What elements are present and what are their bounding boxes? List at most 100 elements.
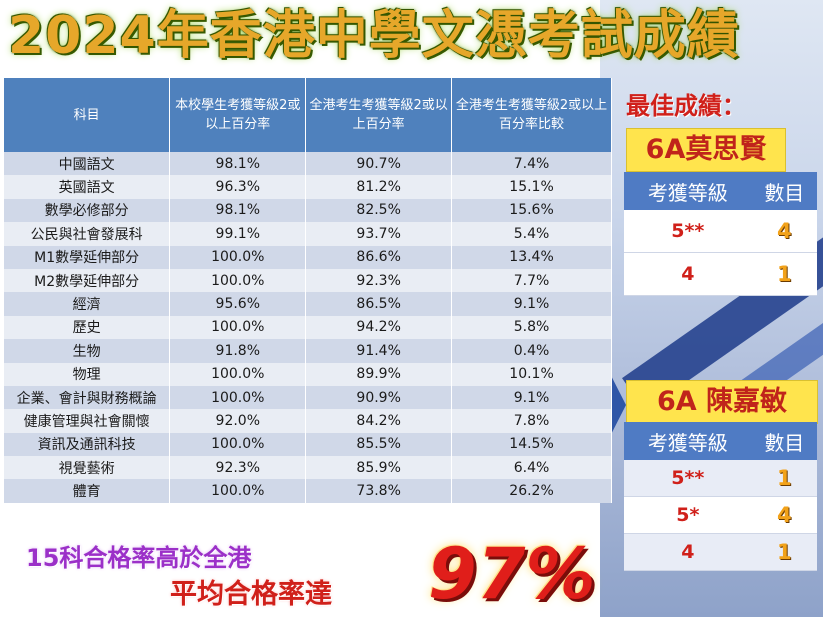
cell-subject: 企業、會計與財務概論 <box>4 385 171 410</box>
cell-subject: 公民與社會發展科 <box>4 222 171 246</box>
table-row: 生物 91.8% 91.4% 0.4% <box>4 339 612 363</box>
count-value: 1 <box>751 460 817 497</box>
cell-school-rate: 100.0% <box>169 385 307 410</box>
cell-school-rate: 100.0% <box>169 315 307 340</box>
count-header: 數目 <box>751 172 817 210</box>
cell-school-rate: 100.0% <box>169 245 307 269</box>
count-value: 4 <box>751 496 817 534</box>
cell-difference: 15.1% <box>451 175 612 199</box>
cell-difference: 7.4% <box>451 152 612 176</box>
cell-difference: 14.5% <box>451 432 612 457</box>
cell-hk-rate: 86.6% <box>305 245 453 269</box>
grade-value: 4 <box>624 252 752 296</box>
score-row: 5** 4 <box>624 210 817 253</box>
cell-school-rate: 91.8% <box>169 339 307 363</box>
grade-value: 5* <box>624 496 752 534</box>
student2-score-table: 考獲等級 數目 5** 1 5* 4 4 1 <box>624 422 817 571</box>
cell-school-rate: 98.1% <box>169 198 307 223</box>
cell-difference: 10.1% <box>451 362 612 386</box>
cell-school-rate: 95.6% <box>169 292 307 316</box>
table-row: 英國語文 96.3% 81.2% 15.1% <box>4 175 612 199</box>
cell-difference: 6.4% <box>451 456 612 480</box>
grade-value: 5** <box>624 210 752 253</box>
table-row: 視覺藝術 92.3% 85.9% 6.4% <box>4 456 612 480</box>
cell-difference: 9.1% <box>451 385 612 410</box>
cell-difference: 7.8% <box>451 409 612 433</box>
cell-school-rate: 100.0% <box>169 479 307 503</box>
results-body: 中國語文 98.1% 90.7% 7.4% 英國語文 96.3% 81.2% 15.1% 數學必… <box>4 152 612 503</box>
table-row: 中國語文 98.1% 90.7% 7.4% <box>4 152 612 176</box>
table-row: M1數學延伸部分 100.0% 86.6% 13.4% <box>4 245 612 269</box>
student-name-badge: 6A莫思賢 <box>626 128 786 172</box>
cell-difference: 5.4% <box>451 222 612 246</box>
count-header: 數目 <box>751 422 817 460</box>
cell-hk-rate: 86.5% <box>305 292 453 316</box>
cell-difference: 26.2% <box>451 479 612 503</box>
cell-hk-rate: 85.9% <box>305 456 453 480</box>
cell-hk-rate: 81.2% <box>305 175 453 199</box>
cell-difference: 9.1% <box>451 292 612 316</box>
table-row: 物理 100.0% 89.9% 10.1% <box>4 362 612 386</box>
pass-rate-percent: 97% <box>428 533 596 615</box>
score-row: 4 1 <box>624 252 817 296</box>
cell-difference: 13.4% <box>451 245 612 269</box>
cell-hk-rate: 91.4% <box>305 339 453 363</box>
table-row: 歷史 100.0% 94.2% 5.8% <box>4 315 612 340</box>
col-header-difference: 全港考生考獲等級2或以上百分率比較 <box>451 78 612 152</box>
table-row: 資訊及通訊科技 100.0% 85.5% 14.5% <box>4 432 612 457</box>
cell-difference: 7.7% <box>451 268 612 293</box>
cell-subject: 英國語文 <box>4 175 171 199</box>
cell-school-rate: 100.0% <box>169 432 307 457</box>
count-value: 1 <box>751 533 817 571</box>
cell-hk-rate: 90.7% <box>305 152 453 176</box>
cell-subject: 中國語文 <box>4 152 171 176</box>
cell-subject: 資訊及通訊科技 <box>4 432 171 457</box>
best-results-label: 最佳成績： <box>626 92 746 120</box>
cell-school-rate: 92.3% <box>169 456 307 480</box>
count-value: 1 <box>751 252 817 296</box>
col-header-hk-rate: 全港考生考獲等級2或以上百分率 <box>305 78 453 152</box>
cell-subject: 視覺藝術 <box>4 456 171 480</box>
cell-subject: 健康管理與社會關懷 <box>4 409 171 433</box>
cell-subject: 生物 <box>4 339 171 363</box>
cell-school-rate: 96.3% <box>169 175 307 199</box>
results-table: 科目 本校學生考獲等級2或以上百分率 全港考生考獲等級2或以上百分率 全港考生考… <box>4 78 612 503</box>
page-title: 2024年香港中學文憑考試成績 <box>8 6 740 66</box>
table-row: 公民與社會發展科 99.1% 93.7% 5.4% <box>4 222 612 246</box>
table-row: 數學必修部分 98.1% 82.5% 15.6% <box>4 198 612 223</box>
cell-hk-rate: 89.9% <box>305 362 453 386</box>
cell-subject: 體育 <box>4 479 171 503</box>
grade-value: 4 <box>624 533 752 571</box>
cell-subject: 數學必修部分 <box>4 198 171 223</box>
footer-line1: 15科合格率高於全港 <box>26 544 252 572</box>
score-row: 5* 4 <box>624 496 817 534</box>
grade-header: 考獲等級 <box>624 422 752 460</box>
cell-hk-rate: 93.7% <box>305 222 453 246</box>
cell-subject: 物理 <box>4 362 171 386</box>
cell-hk-rate: 82.5% <box>305 198 453 223</box>
grade-value: 5** <box>624 460 752 497</box>
cell-school-rate: 92.0% <box>169 409 307 433</box>
cell-subject: 經濟 <box>4 292 171 316</box>
cell-school-rate: 100.0% <box>169 268 307 293</box>
student1-score-table: 考獲等級 數目 5** 4 4 1 <box>624 172 817 296</box>
cell-hk-rate: 92.3% <box>305 268 453 293</box>
cell-subject: M1數學延伸部分 <box>4 245 171 269</box>
grade-header: 考獲等級 <box>624 172 752 210</box>
table-header-row: 科目 本校學生考獲等級2或以上百分率 全港考生考獲等級2或以上百分率 全港考生考… <box>4 78 612 152</box>
table-row: M2數學延伸部分 100.0% 92.3% 7.7% <box>4 268 612 293</box>
footer-line2: 平均合格率達 <box>170 579 332 610</box>
cell-hk-rate: 84.2% <box>305 409 453 433</box>
cell-hk-rate: 90.9% <box>305 385 453 410</box>
table-row: 健康管理與社會關懷 92.0% 84.2% 7.8% <box>4 409 612 433</box>
cell-difference: 15.6% <box>451 198 612 223</box>
cell-school-rate: 99.1% <box>169 222 307 246</box>
count-value: 4 <box>751 210 817 253</box>
table-row: 企業、會計與財務概論 100.0% 90.9% 9.1% <box>4 385 612 410</box>
cell-difference: 0.4% <box>451 339 612 363</box>
cell-hk-rate: 85.5% <box>305 432 453 457</box>
table-row: 體育 100.0% 73.8% 26.2% <box>4 479 612 503</box>
cell-subject: 歷史 <box>4 315 171 340</box>
score-row: 5** 1 <box>624 460 817 497</box>
cell-school-rate: 98.1% <box>169 152 307 176</box>
